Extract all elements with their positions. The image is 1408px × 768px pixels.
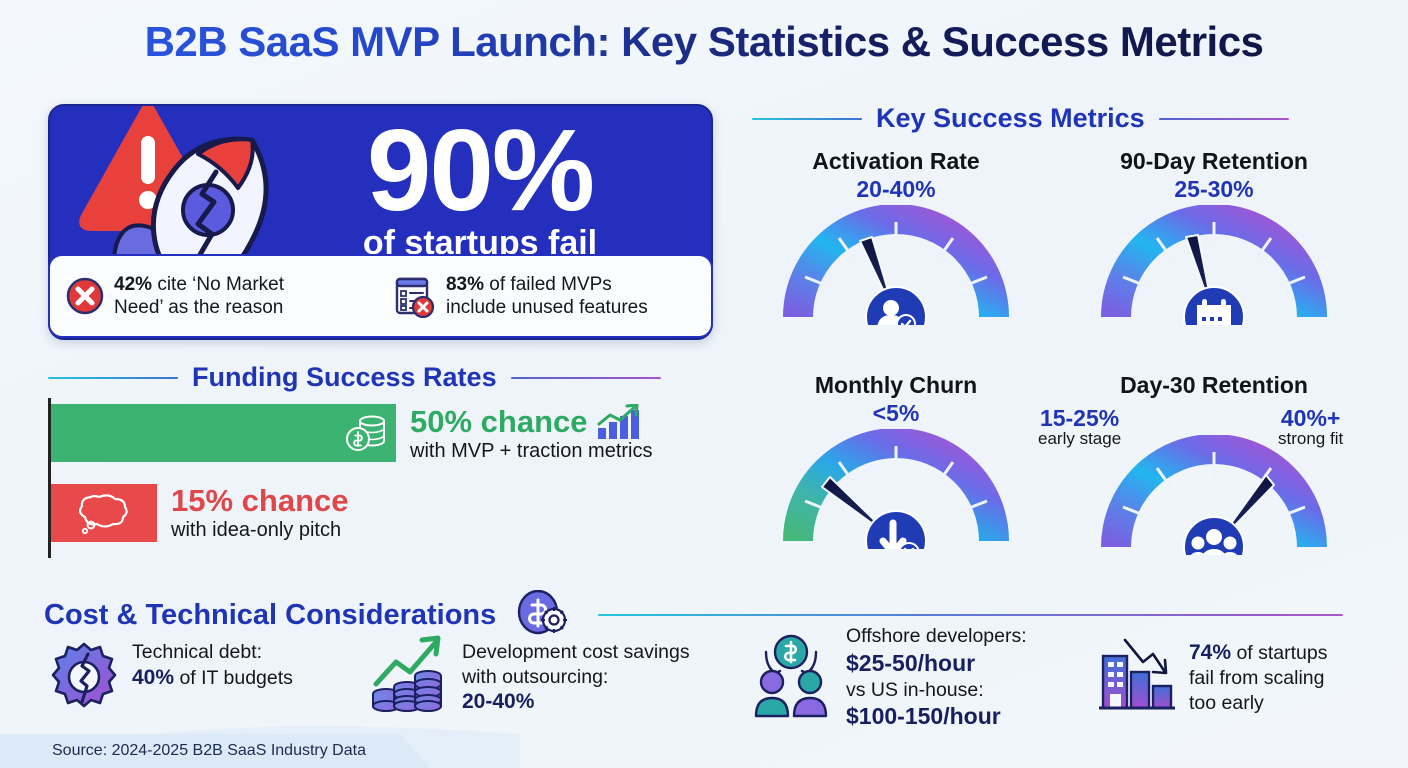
tech-debt-line2-rest: of IT budgets	[174, 666, 293, 689]
footnote-line2-83: include unused features	[445, 297, 648, 318]
broken-gear-icon	[51, 642, 117, 708]
growth-bar-chart-icon	[597, 404, 639, 439]
offshore-team-icon	[754, 634, 828, 718]
funding-sub-15: with idea-only pitch	[171, 519, 342, 542]
scaling-value: 74%	[1189, 641, 1232, 664]
gauge-dial-churn	[783, 429, 1009, 549]
page-title: B2B SaaS MVP Launch: Key Statistics & Su…	[0, 18, 1408, 66]
gauge-90day-retention: 90-Day Retention 25-30%	[1064, 148, 1364, 325]
declining-bars-icon	[1099, 638, 1175, 710]
source-footer: Source: 2024-2025 B2B SaaS Industry Data	[0, 734, 430, 768]
gauge-name-90day: 90-Day Retention	[1120, 148, 1308, 174]
gauge-dial-activation	[783, 205, 1009, 325]
gauge-dial-90day	[1101, 205, 1327, 325]
user-check-icon	[877, 300, 916, 325]
calendar-icon	[1197, 299, 1231, 325]
scaling-line2: fail from scaling	[1189, 667, 1325, 690]
footnote-text-42: 42% cite ‘No Market Need’ as the reason	[114, 273, 284, 319]
red-x-circle-icon	[66, 277, 104, 315]
funding-bar-15	[51, 484, 157, 542]
checklist-error-icon	[395, 277, 435, 318]
cost-text-outsourcing: Development cost savings with outsourcin…	[462, 640, 690, 716]
us-rate: $100-150/hour	[846, 703, 1001, 730]
source-text: Source: 2024-2025 B2B SaaS Industry Data	[52, 742, 366, 759]
gauge-activation-rate: Activation Rate 20-40%	[746, 148, 1046, 325]
divider-left-metrics	[752, 117, 862, 120]
divider-right	[510, 376, 661, 379]
users-group-icon	[1190, 529, 1238, 555]
day30-left-value: 15-25%	[1039, 405, 1120, 431]
offshore-rate: $25-50/hour	[846, 649, 976, 676]
funding-bar-50	[51, 404, 396, 463]
offshore-line1: Offshore developers:	[846, 625, 1027, 647]
tech-debt-line1: Technical debt:	[132, 641, 263, 663]
tech-debt-value: 40%	[132, 665, 175, 689]
footnote-item-42: 42% cite ‘No Market Need’ as the reason	[50, 273, 388, 319]
gauge-value-90day: 25-30%	[1174, 176, 1254, 202]
gauge-name-day30: Day-30 Retention	[1120, 372, 1308, 398]
funding-bar-row-15: 15% chance with idea-only pitch	[51, 484, 349, 542]
funding-label-50: 50% chance with MVP + traction metrics	[410, 404, 652, 462]
funding-section-title: Funding Success Rates	[192, 362, 497, 392]
gauge-day30-retention: Day-30 Retention	[1038, 372, 1364, 555]
gauge-value-activation: 20-40%	[856, 176, 936, 202]
gauge-monthly-churn: Monthly Churn <5%	[746, 372, 1046, 549]
gauge-value-churn: <5%	[872, 400, 920, 426]
gauge-name-churn: Monthly Churn	[814, 372, 978, 398]
scaling-line3: too early	[1189, 692, 1264, 715]
hero-footnote-card: 42% cite ‘No Market Need’ as the reason …	[48, 254, 713, 338]
day30-left-caption: early stage	[1038, 429, 1122, 449]
divider-right-metrics	[1158, 117, 1289, 120]
footnote-item-83: 83% of failed MVPs include unused featur…	[388, 273, 711, 319]
outsourcing-line2: with outsourcing:	[462, 665, 609, 688]
divider-cost	[598, 614, 1344, 616]
day30-left-label: 15-25% early stage	[1038, 406, 1121, 448]
footnote-text-83: 83% of failed MVPs include unused featur…	[446, 273, 648, 319]
outsourcing-value: 20-40%	[462, 690, 535, 714]
footnote-line1-42: cite ‘No Market	[157, 273, 285, 295]
funding-pct-15: 15% chance	[171, 483, 349, 519]
metrics-section-header: Key Success Metrics	[752, 103, 1372, 134]
coins-icon	[346, 415, 385, 452]
footnote-line2-42: Need’ as the reason	[114, 297, 284, 318]
coins-growth-icon	[372, 635, 442, 712]
funding-section-header: Funding Success Rates	[48, 362, 738, 393]
funding-pct-50: 50% chance	[410, 404, 652, 440]
funding-label-15: 15% chance with idea-only pitch	[171, 484, 349, 541]
cost-item-technical-debt: Technical debt: 40% of IT budgets	[48, 640, 293, 714]
footnote-value-83: 83%	[445, 273, 485, 295]
day30-right-label: 40%+ strong fit	[1278, 406, 1343, 448]
cost-text-offshore: Offshore developers: $25-50/hour vs US i…	[846, 624, 1027, 731]
footnote-line1-83: of failed MVPs	[489, 273, 612, 295]
cost-items-row: Technical debt: 40% of IT budgets	[40, 625, 1390, 740]
cost-section-header: Cost & Technical Considerations	[44, 588, 1384, 642]
cost-section-title: Cost & Technical Considerations	[44, 598, 497, 631]
gauges-grid: Activation Rate 20-40%	[752, 104, 1382, 564]
day30-right-value: 40%+	[1280, 405, 1341, 431]
day30-right-caption: strong fit	[1278, 429, 1344, 449]
hero-big-stat: 90%	[366, 106, 595, 235]
footnote-value-42: 42%	[114, 273, 153, 295]
cost-item-offshore: Offshore developers: $25-50/hour vs US i…	[748, 624, 1027, 731]
cost-item-outsourcing: Development cost savings with outsourcin…	[370, 632, 690, 716]
chart-axis	[48, 398, 51, 558]
metrics-section-title: Key Success Metrics	[876, 103, 1145, 133]
funding-chart: 50% chance with MVP + traction metrics	[48, 398, 738, 563]
dollar-gear-icon	[518, 590, 568, 635]
arrow-down-x-icon	[879, 519, 920, 549]
divider-left	[48, 376, 178, 379]
funding-sub-50: with MVP + traction metrics	[410, 440, 653, 462]
thought-bubble-icon	[79, 494, 128, 535]
scaling-line1-rest: of startups	[1231, 642, 1328, 664]
offshore-line3: vs US in-house:	[846, 678, 984, 701]
cost-item-scaling: 74% of startups fail from scaling too ea…	[1095, 638, 1328, 716]
outsourcing-line1: Development cost savings	[462, 641, 690, 663]
cost-text-scaling: 74% of startups fail from scaling too ea…	[1189, 640, 1328, 716]
funding-bar-row-50: 50% chance with MVP + traction metrics	[51, 404, 652, 463]
hero-stat-block: 90% of startups fail	[285, 112, 675, 263]
gauge-dial-day30	[1101, 435, 1327, 555]
cost-text-technical-debt: Technical debt: 40% of IT budgets	[132, 640, 293, 691]
gauge-name-activation: Activation Rate	[812, 148, 980, 174]
